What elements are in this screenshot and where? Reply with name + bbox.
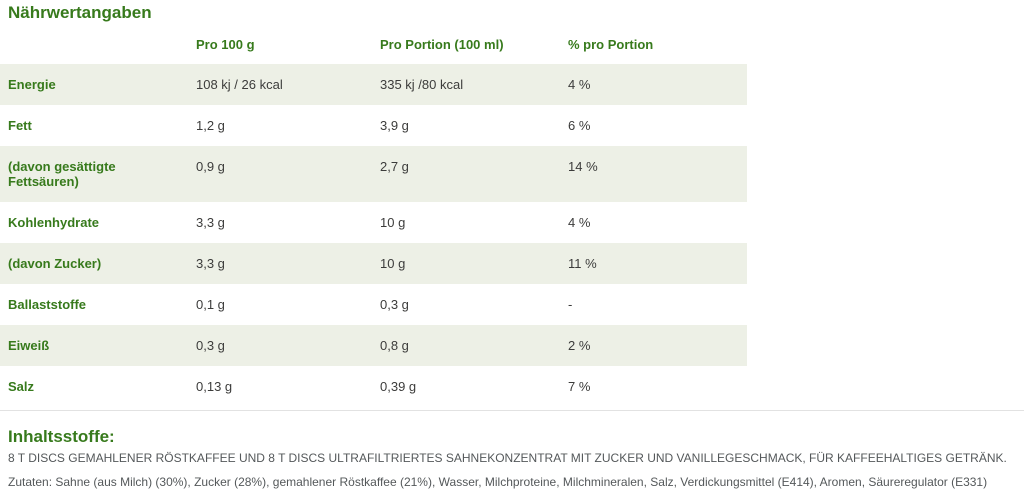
row-label: Ballaststoffe bbox=[8, 297, 87, 312]
value-percent-portion: 2 % bbox=[568, 338, 591, 353]
column-header-percent-portion: % pro Portion bbox=[568, 37, 654, 52]
value-per-portion: 335 kj /80 kcal bbox=[380, 77, 464, 92]
table-row: (davon gesättigte Fettsäuren) 0,9 g 2,7 g 1… bbox=[0, 146, 747, 202]
row-label: Eiweiß bbox=[8, 338, 50, 353]
ingredients-heading: Inhaltsstoffe: bbox=[8, 427, 115, 446]
value-per-portion: 2,7 g bbox=[380, 159, 409, 174]
value-per-100g: 0,1 g bbox=[196, 297, 225, 312]
value-per-portion: 10 g bbox=[380, 256, 406, 271]
row-label: (davon Zucker) bbox=[8, 256, 102, 271]
table-row: Salz 0,13 g 0,39 g 7 % bbox=[0, 366, 747, 407]
value-percent-portion: 7 % bbox=[568, 379, 591, 394]
row-label: (davon gesättigte Fettsäuren) bbox=[8, 159, 116, 189]
value-per-100g: 0,13 g bbox=[196, 379, 233, 394]
table-header-row: Pro 100 g Pro Portion (100 ml) % pro Por… bbox=[0, 38, 747, 52]
column-header-empty bbox=[0, 38, 196, 52]
value-per-100g: 0,9 g bbox=[196, 159, 225, 174]
value-percent-portion: - bbox=[568, 297, 573, 312]
value-percent-portion: 14 % bbox=[568, 159, 598, 174]
column-header-per-portion: Pro Portion (100 ml) bbox=[380, 37, 504, 52]
row-label: Energie bbox=[8, 77, 56, 92]
value-percent-portion: 11 % bbox=[568, 256, 597, 271]
table-row: Energie 108 kj / 26 kcal 335 kj /80 kcal 4 … bbox=[0, 64, 747, 105]
row-label: Kohlenhydrate bbox=[8, 215, 100, 230]
value-percent-portion: 4 % bbox=[568, 77, 591, 92]
value-per-portion: 0,3 g bbox=[380, 297, 409, 312]
page-title: Nährwertangaben bbox=[8, 3, 152, 22]
value-per-100g: 108 kj / 26 kcal bbox=[196, 77, 283, 92]
column-header-per-100g: Pro 100 g bbox=[196, 37, 255, 52]
value-per-portion: 0,39 g bbox=[380, 379, 417, 394]
value-per-100g: 0,3 g bbox=[196, 338, 225, 353]
value-per-portion: 3,9 g bbox=[380, 118, 409, 133]
row-label: Salz bbox=[8, 379, 35, 394]
nutrition-table: Pro 100 g Pro Portion (100 ml) % pro Por… bbox=[0, 38, 747, 407]
ingredients-list: Zutaten: Sahne (aus Milch) (30%), Zucker… bbox=[8, 475, 988, 489]
value-per-100g: 3,3 g bbox=[196, 215, 225, 230]
value-percent-portion: 4 % bbox=[568, 215, 591, 230]
value-percent-portion: 6 % bbox=[568, 118, 591, 133]
table-row: (davon Zucker) 3,3 g 10 g 11 % bbox=[0, 243, 747, 284]
value-per-portion: 10 g bbox=[380, 215, 406, 230]
row-label: Fett bbox=[8, 118, 32, 133]
table-row: Kohlenhydrate 3,3 g 10 g 4 % bbox=[0, 202, 747, 243]
table-row: Eiweiß 0,3 g 0,8 g 2 % bbox=[0, 325, 747, 366]
value-per-portion: 0,8 g bbox=[380, 338, 409, 353]
ingredients-description: 8 T DISCS GEMAHLENER RÖSTKAFFEE UND 8 T … bbox=[8, 451, 1007, 465]
table-body: Energie 108 kj / 26 kcal 335 kj /80 kcal 4 … bbox=[0, 64, 747, 407]
table-row: Fett 1,2 g 3,9 g 6 % bbox=[0, 105, 747, 146]
section-divider bbox=[0, 410, 1024, 411]
table-row: Ballaststoffe 0,1 g 0,3 g - bbox=[0, 284, 747, 325]
value-per-100g: 1,2 g bbox=[196, 118, 225, 133]
value-per-100g: 3,3 g bbox=[196, 256, 225, 271]
